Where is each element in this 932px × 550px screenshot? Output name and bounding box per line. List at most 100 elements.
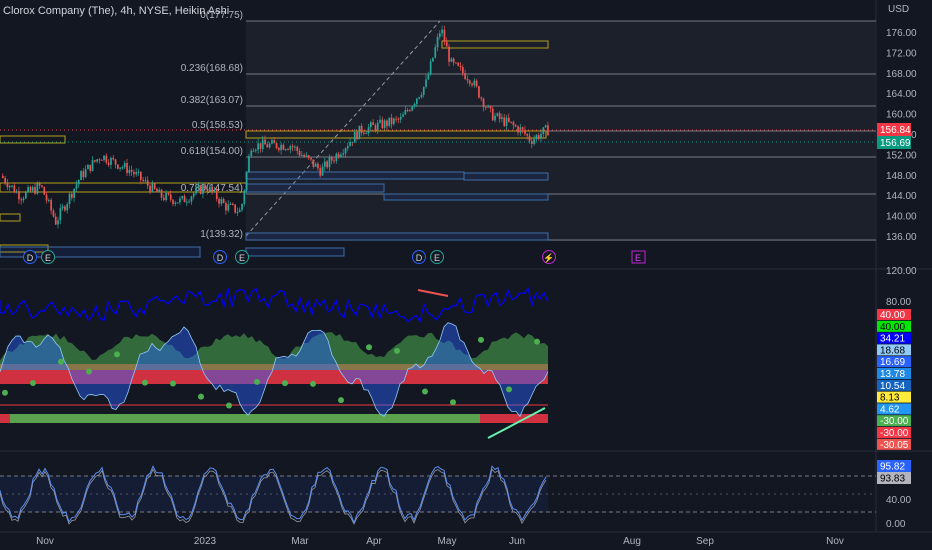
heikin-ashi-candles[interactable] [2, 25, 549, 229]
candle-body [199, 185, 202, 194]
candle-body [142, 179, 144, 181]
divergence-line[interactable] [487, 407, 546, 439]
candle-body [427, 74, 430, 80]
candle-body [75, 184, 78, 189]
candle-body [252, 150, 255, 152]
osc-signal-dot [422, 388, 428, 395]
candle-body [146, 180, 149, 186]
demand-zone-box[interactable] [0, 246, 201, 258]
candle-body [397, 118, 400, 120]
osc-signal-dot [170, 380, 176, 387]
candle-body [103, 155, 105, 160]
osc-value-badge-bg [877, 368, 911, 379]
candle-body [73, 188, 75, 198]
candle-body [229, 203, 232, 205]
earnings-marker[interactable] [235, 250, 249, 264]
candle-body [144, 180, 147, 182]
demand-zone-box[interactable] [245, 171, 465, 180]
candle-body [512, 122, 515, 126]
fib-trendline[interactable] [245, 20, 441, 237]
osc-value-badge-bg [877, 427, 911, 438]
candle-body [8, 185, 11, 188]
demand-zone-box[interactable] [245, 183, 385, 193]
osc-value-badge-bg [877, 332, 911, 344]
supply-zone-box[interactable] [0, 135, 66, 144]
candle-body [158, 189, 161, 193]
candle-body [278, 148, 280, 151]
earnings-marker[interactable] [631, 250, 646, 264]
dividend-marker[interactable] [23, 250, 37, 264]
candle-body [50, 199, 52, 211]
earnings-marker[interactable] [430, 250, 444, 264]
time-label: Aug [623, 536, 641, 547]
dividend-marker[interactable] [213, 250, 227, 264]
candle-body [280, 144, 282, 151]
divergence-line[interactable] [417, 289, 449, 297]
fib-level-label: 1(139.32) [200, 229, 243, 240]
price-tick: 140.00 [886, 212, 917, 223]
osc-signal-dot [338, 397, 344, 404]
candle-body [524, 129, 526, 135]
candle-body [34, 187, 36, 194]
candle-body [321, 166, 324, 176]
candle-body [64, 206, 66, 211]
candle-body [236, 212, 239, 214]
supply-zone-box[interactable] [245, 130, 547, 139]
demand-zone-box[interactable] [245, 247, 345, 257]
demand-zone-box[interactable] [463, 172, 549, 181]
candle-body [66, 203, 69, 211]
event-marker-label: E [434, 253, 440, 263]
demand-zone-box[interactable] [383, 193, 549, 201]
candle-body [31, 187, 34, 191]
candle-body [457, 62, 460, 66]
supply-zone-box[interactable] [0, 213, 21, 222]
stochastic-pane[interactable] [0, 452, 876, 532]
candle-body [429, 61, 432, 75]
candle-body [445, 41, 448, 47]
osc-top-line [0, 286, 549, 323]
supply-zone-box[interactable] [441, 40, 549, 49]
candle-body [259, 143, 262, 149]
oscillator-indicator[interactable] [0, 286, 549, 439]
candle-body [61, 206, 64, 209]
price-tick: 152.00 [886, 150, 917, 161]
candle-body [215, 189, 218, 199]
candle-body [342, 153, 345, 155]
candle-body [183, 195, 186, 203]
candle-body [238, 209, 241, 213]
candle-body [96, 159, 98, 162]
candle-body [172, 199, 174, 204]
candle-body [135, 172, 138, 175]
candle-body [25, 191, 27, 199]
demand-zone-box[interactable] [245, 232, 549, 241]
oscillator-axis[interactable]: 120.0080.0040.0040.0034.2118.6816.6913.7… [877, 266, 917, 451]
candle-body [227, 204, 230, 211]
candle-body [245, 172, 248, 191]
osc-value-badge: -30.00 [880, 416, 909, 427]
candle-body [82, 171, 85, 178]
candle-body [100, 159, 103, 161]
price-axis[interactable]: USD176.00172.00168.00164.00160.00156.001… [877, 4, 917, 243]
candle-body [271, 140, 273, 144]
time-axis[interactable]: Nov 2023 Mar Apr May Jun Aug Sep Nov [36, 536, 844, 547]
candle-body [137, 171, 140, 173]
dividend-marker[interactable] [542, 250, 556, 264]
candle-body [220, 199, 223, 204]
earnings-marker[interactable] [41, 250, 55, 264]
candle-body [169, 194, 172, 200]
osc-value-badge-bg [877, 379, 911, 391]
candle-body [485, 107, 487, 109]
candle-body [482, 98, 485, 108]
candle-body [455, 62, 457, 64]
candle-body [266, 144, 269, 148]
zone-boxes[interactable] [0, 40, 549, 258]
osc-value-badge: 40.00 [880, 310, 905, 321]
osc-signal-dot [58, 358, 64, 365]
dividend-marker[interactable] [412, 250, 426, 264]
event-markers[interactable]: D E D E D E ⚡ E [23, 250, 646, 265]
candle-body [284, 149, 287, 151]
stochastic-rsi-line[interactable] [0, 465, 547, 525]
supply-zone-box[interactable] [0, 244, 49, 253]
